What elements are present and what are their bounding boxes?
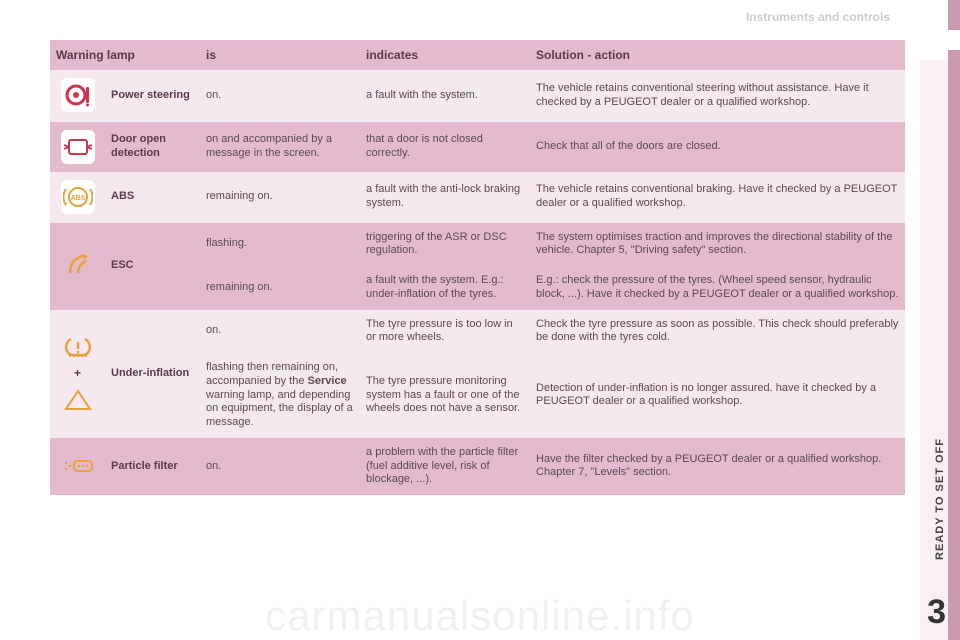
cell-solution: The vehicle retains conventional braking… <box>530 172 905 223</box>
cell-indicates: a fault with the anti-lock braking syste… <box>360 172 530 223</box>
lamp-name: Under-inflation <box>105 310 200 438</box>
th-warning-lamp: Warning lamp <box>50 40 200 70</box>
is-suffix: warning lamp, and depending on equipment… <box>206 389 353 429</box>
th-is: is <box>200 40 360 70</box>
cell-solution: Check that all of the doors are closed. <box>530 122 905 172</box>
chapter-number: 3 <box>927 593 946 632</box>
cell-solution: The system optimises traction and improv… <box>530 223 905 267</box>
cell-is: on and accompanied by a message in the s… <box>200 122 360 172</box>
cell-solution: The vehicle retains conventional steerin… <box>530 70 905 122</box>
lamp-name: Particle filter <box>105 438 200 495</box>
tyre-pressure-icon <box>61 330 95 364</box>
page-header: Instruments and controls <box>746 10 890 24</box>
lamp-name: Door open detection <box>105 122 200 172</box>
is-bold: Service <box>308 375 347 387</box>
esc-icon <box>61 248 95 282</box>
cell-solution: E.g.: check the pressure of the tyres. (… <box>530 266 905 310</box>
cell-indicates: The tyre pressure is too low in or more … <box>360 310 530 354</box>
cell-is: remaining on. <box>200 172 360 223</box>
lamp-name: Power steering <box>105 70 200 122</box>
warning-triangle-icon <box>61 383 95 417</box>
cell-solution: Have the filter checked by a PEUGEOT dea… <box>530 438 905 495</box>
th-solution: Solution - action <box>530 40 905 70</box>
cell-solution: Detection of under-inflation is no longe… <box>530 353 905 438</box>
table-header-row: Warning lamp is indicates Solution - act… <box>50 40 905 70</box>
lamp-name: ESC <box>105 223 200 310</box>
warning-lamp-table: Warning lamp is indicates Solution - act… <box>50 40 905 495</box>
cell-indicates: The tyre pressure monitoring system has … <box>360 353 530 438</box>
table-row: ESC flashing. triggering of the ASR or D… <box>50 223 905 267</box>
icon-cell: + <box>50 310 105 438</box>
cell-solution: Check the tyre pressure as soon as possi… <box>530 310 905 354</box>
plus-sign: + <box>56 366 99 381</box>
power-steering-icon <box>61 78 95 112</box>
watermark: carmanualsonline.info <box>0 592 960 640</box>
icon-cell <box>50 438 105 495</box>
cell-indicates: a fault with the system. <box>360 70 530 122</box>
particle-filter-icon <box>61 449 95 483</box>
cell-is: on. <box>200 310 360 354</box>
th-indicates: indicates <box>360 40 530 70</box>
icon-cell <box>50 223 105 310</box>
right-rail <box>948 0 960 640</box>
cell-is: on. <box>200 70 360 122</box>
right-rail-gap <box>948 30 960 50</box>
svg-text:ABS: ABS <box>70 195 85 202</box>
icon-cell: ABS <box>50 172 105 223</box>
side-label: READY TO SET OFF <box>934 438 946 560</box>
door-open-icon <box>61 130 95 164</box>
table-row: ABS ABS remaining on. a fault with the a… <box>50 172 905 223</box>
cell-is: flashing then remaining on, accompanied … <box>200 353 360 438</box>
cell-indicates: that a door is not closed correctly. <box>360 122 530 172</box>
table-row: Particle filter on. a problem with the p… <box>50 438 905 495</box>
abs-icon: ABS <box>61 180 95 214</box>
table-row: Power steering on. a fault with the syst… <box>50 70 905 122</box>
cell-is: on. <box>200 438 360 495</box>
cell-is: remaining on. <box>200 266 360 310</box>
table-row: Door open detection on and accompanied b… <box>50 122 905 172</box>
table-row: + Under-inflation on. The tyre pressure … <box>50 310 905 354</box>
lamp-name: ABS <box>105 172 200 223</box>
cell-indicates: a fault with the system. E.g.: under-inf… <box>360 266 530 310</box>
icon-cell <box>50 122 105 172</box>
cell-indicates: a problem with the particle filter (fuel… <box>360 438 530 495</box>
icon-cell <box>50 70 105 122</box>
cell-indicates: triggering of the ASR or DSC regulation. <box>360 223 530 267</box>
cell-is: flashing. <box>200 223 360 267</box>
